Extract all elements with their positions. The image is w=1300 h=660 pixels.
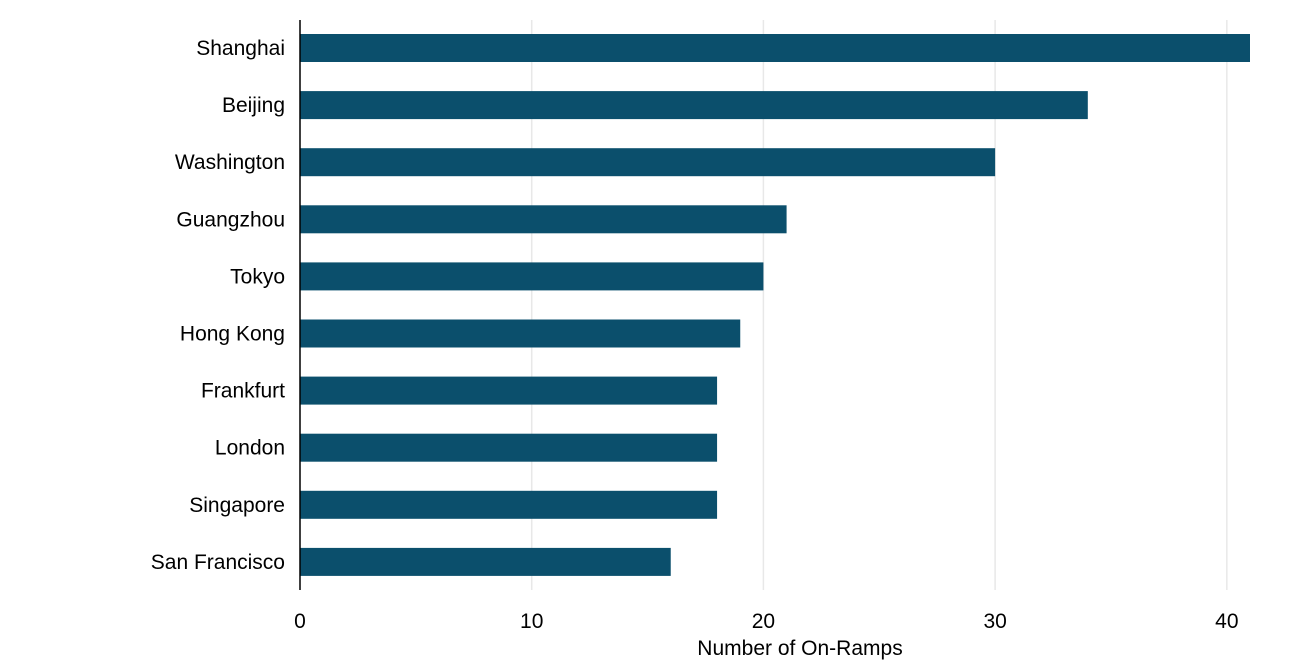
bars [300, 34, 1250, 576]
bar [300, 547, 671, 576]
bar [300, 319, 741, 348]
category-label: Shanghai [196, 37, 285, 60]
bar [300, 262, 764, 291]
category-label: Guangzhou [176, 208, 285, 231]
category-label: Tokyo [230, 265, 285, 288]
category-label: Washington [175, 151, 285, 174]
x-tick-label: 0 [294, 610, 306, 633]
category-label: Hong Kong [180, 323, 285, 346]
category-label: Frankfurt [201, 380, 285, 403]
x-tick-label: 20 [752, 610, 775, 633]
x-tick-label: 30 [983, 610, 1006, 633]
category-labels: Shanghai Beijing Washington Guangzhou Tokyo H… [151, 37, 285, 574]
category-label: Singapore [189, 494, 285, 517]
bar [300, 148, 996, 177]
x-axis-title: Number of On-Ramps [697, 637, 902, 660]
bar [300, 205, 787, 234]
bar [300, 490, 718, 519]
bar [300, 433, 718, 462]
bar [300, 34, 1250, 62]
category-label: San Francisco [151, 551, 285, 574]
category-label: London [215, 437, 285, 460]
bar [300, 376, 718, 405]
x-tick-label: 40 [1215, 610, 1238, 633]
x-tick-label: 10 [520, 610, 543, 633]
x-ticks: 0 10 20 30 40 [294, 610, 1238, 633]
bar [300, 91, 1088, 120]
category-label: Beijing [222, 94, 285, 117]
